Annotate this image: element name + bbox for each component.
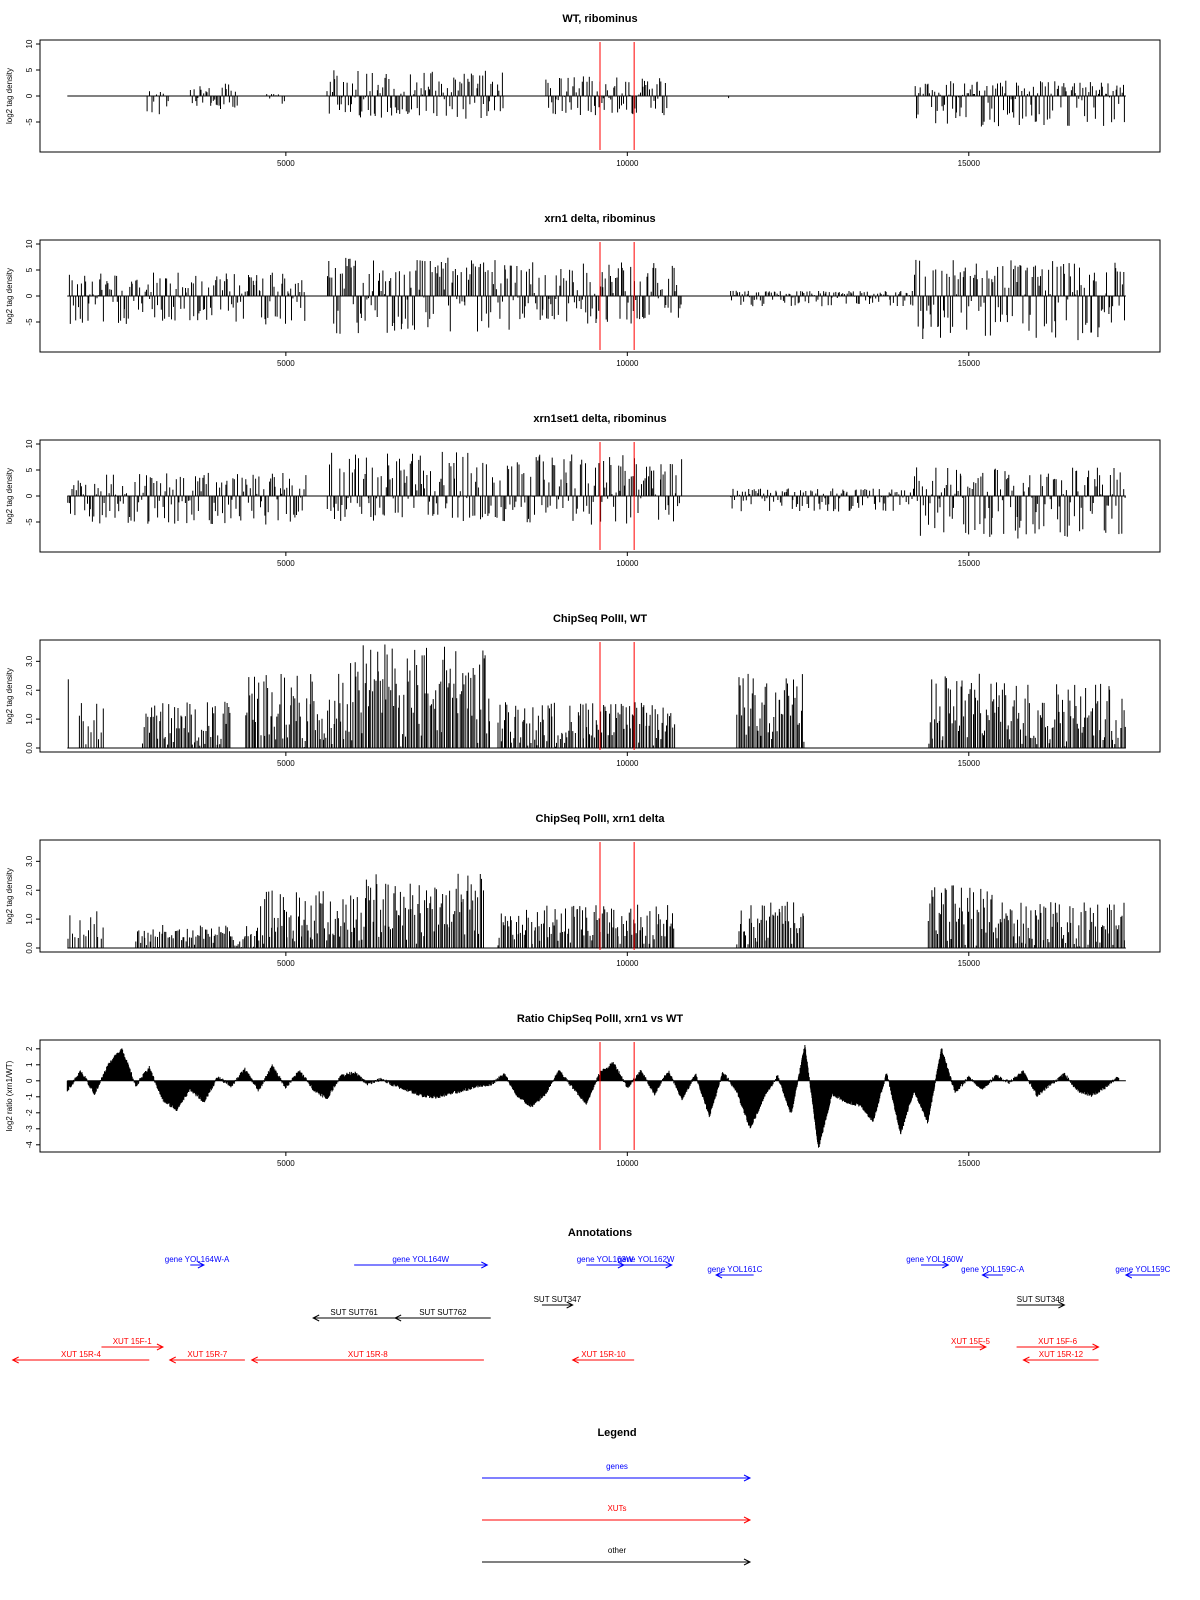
chart-title: WT, ribominus (562, 13, 637, 25)
y-tick-label: 1.0 (25, 713, 34, 725)
y-tick-label: -5 (25, 318, 34, 326)
x-tick-label: 10000 (616, 359, 639, 368)
y-tick-label: 5 (25, 67, 34, 72)
x-tick-label: 15000 (958, 159, 981, 168)
y-tick-label: -1 (25, 1093, 34, 1101)
y-tick-label: 1.0 (25, 913, 34, 925)
x-tick-label: 10000 (616, 959, 639, 968)
x-tick-label: 5000 (277, 759, 295, 768)
x-tick-label: 5000 (277, 559, 295, 568)
chart-panel-5: ChipSeq PolII, xrn1 delta log2 tag densit… (5, 813, 1161, 968)
x-tick-label: 15000 (958, 559, 981, 568)
x-tick-label: 5000 (277, 359, 295, 368)
chart-panel-6: Ratio ChipSeq PolII, xrn1 vs WT log2 rati… (5, 1013, 1161, 1168)
y-tick-label: 5 (25, 467, 34, 472)
y-axis-label: log2 ratio (xrn1/WT) (5, 1060, 14, 1131)
chart-title: Ratio ChipSeq PolII, xrn1 vs WT (517, 1013, 684, 1025)
y-tick-label: -2 (25, 1109, 34, 1117)
chart-title: xrn1set1 delta, ribominus (533, 413, 666, 425)
y-tick-label: 0 (25, 493, 34, 498)
y-tick-label: 1 (25, 1062, 34, 1067)
x-tick-label: 15000 (958, 359, 981, 368)
y-tick-label: 0.0 (25, 942, 34, 954)
chart-panel-3: xrn1set1 delta, ribominus log2 tag densit… (5, 413, 1161, 568)
y-axis-label: log2 tag density (5, 868, 14, 924)
y-tick-label: -5 (25, 118, 34, 126)
chart-title: ChipSeq PolII, xrn1 delta (536, 813, 666, 825)
x-tick-label: 5000 (277, 1159, 295, 1168)
y-axis-label: log2 tag density (5, 468, 14, 524)
y-axis-label: log2 tag density (5, 668, 14, 724)
chart-panel-1: WT, ribominus log2 tag density -5 0 5 10 5000 1… (5, 13, 1161, 168)
y-tick-label: -4 (25, 1141, 34, 1149)
x-tick-label: 15000 (958, 959, 981, 968)
plot-frame (39, 1039, 1161, 1153)
y-tick-label: -5 (25, 518, 34, 526)
chart-title: xrn1 delta, ribominus (544, 213, 655, 225)
chart-title: ChipSeq PolII, WT (553, 613, 647, 625)
y-tick-label: 0 (25, 293, 34, 298)
plot-frame (39, 639, 1161, 753)
x-tick-label: 15000 (958, 1159, 981, 1168)
chart-panel-2: xrn1 delta, ribominus log2 tag density -5 0… (5, 213, 1161, 368)
y-tick-label: 0.0 (25, 742, 34, 754)
y-tick-label: 3.0 (25, 855, 34, 867)
x-tick-label: 10000 (616, 159, 639, 168)
chart-panel-4: ChipSeq PolII, WT log2 tag density 0.0 1.0 2… (5, 613, 1161, 768)
y-tick-label: -3 (25, 1125, 34, 1133)
y-tick-label: 0 (25, 1078, 34, 1083)
x-tick-label: 10000 (616, 759, 639, 768)
plot-frame (39, 839, 1161, 953)
y-tick-label: 5 (25, 267, 34, 272)
y-axis-label: log2 tag density (5, 268, 14, 324)
y-tick-label: 2.0 (25, 884, 34, 896)
y-tick-label: 2 (25, 1046, 34, 1051)
y-axis-label: log2 tag density (5, 68, 14, 124)
x-tick-label: 5000 (277, 959, 295, 968)
x-tick-label: 10000 (616, 1159, 639, 1168)
x-tick-label: 10000 (616, 559, 639, 568)
x-tick-label: 15000 (958, 759, 981, 768)
y-tick-label: 10 (25, 239, 34, 248)
y-tick-label: 0 (25, 93, 34, 98)
y-tick-label: 10 (25, 439, 34, 448)
x-tick-label: 5000 (277, 159, 295, 168)
y-tick-label: 3.0 (25, 655, 34, 667)
y-tick-label: 2.0 (25, 684, 34, 696)
y-tick-label: 10 (25, 39, 34, 48)
